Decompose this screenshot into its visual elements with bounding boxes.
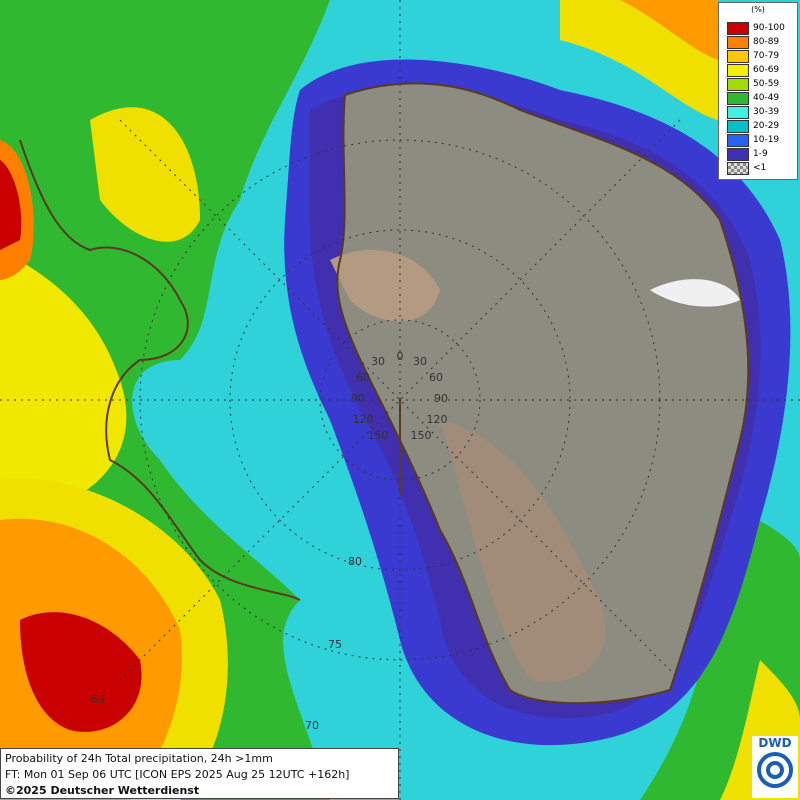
- legend-item: 50-59: [719, 77, 797, 91]
- legend-swatch: [727, 63, 749, 77]
- grid-label: 0: [397, 350, 404, 363]
- caption-line: Probability of 24h Total precipitation, …: [5, 752, 273, 765]
- caption-line: FT: Mon 01 Sep 06 UTC [ICON EPS 2025 Aug…: [5, 768, 350, 781]
- legend-swatch: [727, 21, 749, 35]
- legend-item: <1: [719, 161, 797, 175]
- legend-label: 70-79: [753, 51, 780, 61]
- legend-item: 60-69: [719, 63, 797, 77]
- continent-relief: [650, 279, 740, 307]
- red-area: [0, 160, 22, 250]
- continent-relief: [330, 250, 440, 322]
- legend-label: 30-39: [753, 107, 780, 117]
- legend-item: 90-100: [719, 21, 797, 35]
- grid-label: 120: [353, 413, 374, 426]
- caption: Probability of 24h Total precipitation, …: [0, 748, 399, 799]
- legend-label: 50-59: [753, 79, 780, 89]
- grid-label: 150: [368, 429, 389, 442]
- legend-label: <1: [753, 163, 767, 173]
- grid-label: 30: [413, 355, 427, 368]
- legend-items: 90-100 80-89 70-79 60-69 50-59 40-49 30-39 20-2…: [719, 21, 797, 175]
- logo-icon: [757, 752, 793, 788]
- grid-label: 75: [328, 638, 342, 651]
- legend-label: 80-89: [753, 37, 780, 47]
- grid-label: 60: [429, 371, 443, 384]
- legend-swatch: [727, 161, 749, 175]
- legend-label: 1-9: [753, 149, 768, 159]
- grid-label: 150: [411, 429, 432, 442]
- legend-swatch: [727, 147, 749, 161]
- legend-item: 30-39: [719, 105, 797, 119]
- legend-swatch: [727, 35, 749, 49]
- grid-label: 65: [91, 693, 105, 706]
- legend-item: 40-49: [719, 91, 797, 105]
- legend-unit: (%): [751, 5, 765, 14]
- red-area: [20, 612, 142, 732]
- legend-label: 20-29: [753, 121, 780, 131]
- legend-swatch: [727, 133, 749, 147]
- grid-label: 120: [427, 413, 448, 426]
- legend-label: 10-19: [753, 135, 780, 145]
- legend-swatch: [727, 49, 749, 63]
- legend-swatch: [727, 91, 749, 105]
- legend-swatch: [727, 77, 749, 91]
- continent-relief: [440, 420, 606, 682]
- legend-item: 10-19: [719, 133, 797, 147]
- continent: [337, 83, 749, 704]
- legend-item: 20-29: [719, 119, 797, 133]
- grid-label: 30: [371, 355, 385, 368]
- logo-text: DWD: [758, 736, 792, 750]
- grid-label: 80: [348, 555, 362, 568]
- caption-line: ©2025 Deutscher Wetterdienst: [5, 784, 200, 797]
- legend-label: 60-69: [753, 65, 780, 75]
- legend-swatch: [727, 119, 749, 133]
- legend-item: 1-9: [719, 147, 797, 161]
- legend-item: 80-89: [719, 35, 797, 49]
- legend: (%) 90-100 80-89 70-79 60-69 50-59 40-49 30-39…: [718, 2, 798, 180]
- orange-area: [620, 0, 718, 60]
- grid-label: 70: [305, 719, 319, 732]
- grid-label: 90: [434, 392, 448, 405]
- legend-label: 90-100: [753, 23, 785, 33]
- coastline: [19, 139, 301, 601]
- grid-label: 60: [356, 371, 370, 384]
- legend-label: 40-49: [753, 93, 780, 103]
- logo: DWD: [752, 736, 798, 798]
- legend-item: 70-79: [719, 49, 797, 63]
- coastline: [336, 82, 750, 705]
- legend-swatch: [727, 105, 749, 119]
- grid-label: 90: [351, 392, 365, 405]
- yellow-area: [90, 107, 200, 242]
